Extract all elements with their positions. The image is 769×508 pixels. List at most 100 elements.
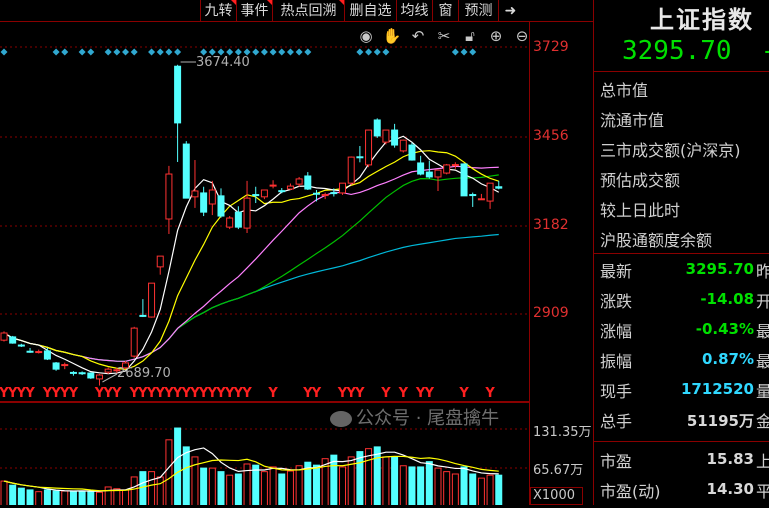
divider: [594, 71, 769, 72]
quote-label-truncated: 金: [756, 412, 769, 431]
undo-icon[interactable]: ↶: [411, 27, 425, 45]
signal-diamond: [278, 48, 286, 56]
quote-label-truncated: 最: [756, 322, 769, 341]
quote-label-truncated: 量: [756, 382, 769, 401]
candle-up: [122, 362, 130, 369]
volume-bar: [208, 467, 216, 505]
candle-up: [35, 351, 43, 354]
toolbar-button-label: 事件: [240, 3, 269, 19]
watermark: 公众号 · 尾盘擒牛: [330, 404, 499, 430]
signal-diamond: [460, 48, 468, 56]
volume-axis-label: 65.67万: [533, 463, 584, 478]
candle-up: [226, 217, 234, 228]
signal-diamond: [78, 48, 86, 56]
high-annotation: 3674.40: [196, 55, 250, 70]
volume-bar: [260, 471, 268, 505]
candle-down: [312, 192, 320, 195]
signal-y: Y: [94, 386, 105, 401]
signal-diamond: [252, 48, 260, 56]
unlock-icon[interactable]: 🔓︎: [465, 27, 475, 45]
volume-bar: [312, 464, 320, 505]
signal-y: Y: [172, 386, 183, 401]
signal-diamond: [286, 48, 294, 56]
candle-up: [295, 178, 303, 185]
scissors-icon[interactable]: ✂: [437, 27, 451, 45]
toolbar-button-4[interactable]: 均线: [396, 0, 432, 22]
quote-row: 涨幅 -0.43% 最: [594, 318, 769, 348]
candle-up: [61, 364, 69, 367]
exit-arrow-icon[interactable]: ➜: [498, 0, 522, 22]
volume-bar: [0, 480, 8, 505]
volume-bar: [200, 467, 208, 505]
volume-bar: [399, 465, 407, 505]
quote-label-truncated: 最: [756, 352, 769, 371]
wechat-icon: [330, 411, 352, 427]
signal-y: Y: [267, 386, 278, 401]
volume-bar: [122, 489, 130, 505]
volume-bar: [156, 476, 164, 505]
volume-bar: [495, 474, 503, 505]
volume-bar: [226, 474, 234, 505]
volume-axis-label: 131.35万: [533, 425, 592, 440]
candle-down: [417, 162, 425, 175]
candle-up: [165, 173, 173, 220]
candle-down: [373, 119, 381, 137]
quote-label: 涨幅: [600, 322, 633, 341]
toolbar-button-1[interactable]: 事件: [236, 0, 272, 22]
signal-y: Y: [198, 386, 209, 401]
zoom-out-icon[interactable]: ⊖: [515, 27, 529, 45]
signal-y: Y: [380, 386, 391, 401]
divider: [594, 253, 769, 254]
signal-y: Y: [137, 386, 148, 401]
toolbar-button-6[interactable]: 预测: [458, 0, 498, 22]
candle-up: [365, 129, 373, 166]
toolbar-button-2[interactable]: 热点回溯: [272, 0, 344, 22]
toolbar-button-3[interactable]: 删自选: [344, 0, 396, 22]
volume-bar: [139, 471, 147, 505]
volume-bar: [330, 454, 338, 505]
divider: [594, 441, 769, 442]
candle-up: [191, 190, 199, 198]
toolbar-button-5[interactable]: 窗: [432, 0, 458, 22]
candle-down: [139, 314, 147, 317]
zoom-in-icon[interactable]: ⊕: [489, 27, 503, 45]
signal-y: Y: [128, 386, 139, 401]
eye-icon[interactable]: ◉: [359, 27, 373, 45]
ma30-line: [3, 174, 499, 362]
candle-up: [113, 369, 121, 372]
volume-bar: [182, 446, 190, 505]
hand-icon[interactable]: ✋: [382, 27, 402, 45]
volume-unit: X1000: [530, 487, 583, 505]
signal-y: Y: [398, 386, 409, 401]
volume-bar: [373, 446, 381, 505]
signal-diamond: [260, 48, 268, 56]
signal-y: Y: [424, 386, 435, 401]
signal-diamond: [148, 48, 156, 56]
candle-down: [234, 211, 242, 228]
candle-up: [269, 184, 277, 187]
toolbar-button-0[interactable]: 九转: [200, 0, 236, 22]
candle-up: [260, 189, 268, 198]
candle-up: [486, 182, 494, 202]
volume-bar: [69, 490, 77, 505]
signal-diamond: [0, 48, 8, 56]
quote-label: 市盈: [600, 452, 633, 471]
axis-label: 2909: [533, 305, 569, 321]
signal-y: Y: [354, 386, 365, 401]
signal-diamond: [356, 48, 364, 56]
low-pointer: [102, 373, 118, 383]
candle-up: [477, 198, 485, 201]
volume-bar: [460, 466, 468, 505]
signal-y: Y: [42, 386, 53, 401]
chart-toolbar: 九转 事件 热点回溯 删自选 均线窗预测 ➜: [0, 0, 593, 22]
quote-label: 振幅: [600, 352, 633, 371]
volume-bar: [434, 467, 442, 505]
signal-y: Y: [311, 386, 322, 401]
signal-y: Y: [16, 386, 27, 401]
candle-up: [382, 129, 390, 143]
quote-row: 市盈 15.83 上: [594, 448, 769, 478]
quote-label-truncated: 平: [756, 482, 769, 501]
signal-y: Y: [233, 386, 244, 401]
volume-bar: [243, 463, 251, 505]
